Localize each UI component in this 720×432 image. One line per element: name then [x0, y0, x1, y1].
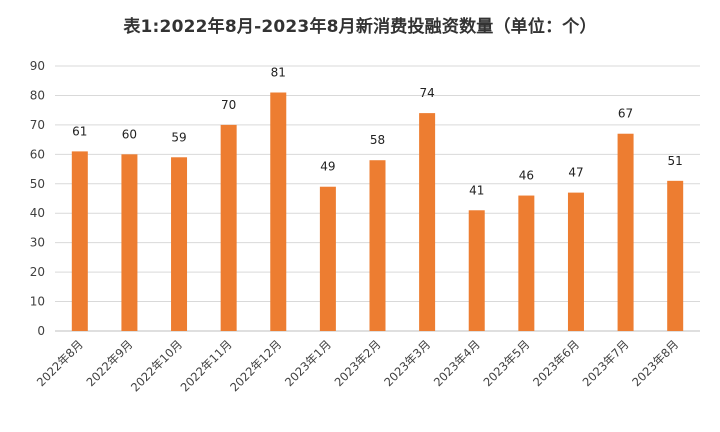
data-label: 74	[419, 86, 434, 100]
bar	[121, 154, 138, 331]
bar	[419, 113, 436, 331]
x-axis: 2022年8月2022年9月2022年10月2022年11月2022年12月20…	[34, 337, 681, 394]
data-labels: 61 60 59 70 81 49 58 74 41 46 47 67 51	[72, 66, 683, 198]
y-tick-label: 80	[30, 88, 45, 102]
data-label: 70	[221, 98, 236, 112]
bar	[617, 133, 634, 331]
x-tick-label: 2023年8月	[629, 337, 681, 389]
data-label: 81	[271, 66, 286, 80]
bar	[270, 92, 287, 331]
x-tick-label: 2022年10月	[128, 337, 185, 394]
data-label: 58	[370, 133, 385, 147]
y-axis: 0 10 20 30 40 50 60 70 80 90	[30, 59, 45, 338]
y-tick-label: 40	[30, 206, 45, 220]
x-tick-label: 2023年3月	[381, 337, 433, 389]
y-tick-label: 60	[30, 147, 45, 161]
x-tick-label: 2022年8月	[34, 337, 86, 389]
y-tick-label: 10	[30, 295, 45, 309]
data-label: 60	[122, 127, 137, 141]
y-tick-label: 90	[30, 59, 45, 73]
y-tick-label: 50	[30, 177, 45, 191]
bar	[667, 180, 684, 331]
data-label: 51	[668, 154, 683, 168]
x-tick-label: 2023年5月	[480, 337, 532, 389]
chart-title: 表1:2022年8月-2023年8月新消费投融资数量（单位：个）	[123, 17, 597, 37]
bar	[518, 195, 535, 331]
bar	[468, 210, 485, 331]
bar	[171, 157, 188, 331]
y-tick-label: 70	[30, 118, 45, 132]
x-tick-label: 2022年12月	[227, 337, 284, 394]
x-tick-label: 2023年1月	[282, 337, 334, 389]
data-label: 41	[469, 183, 484, 197]
bar	[567, 192, 584, 331]
y-tick-label: 20	[30, 265, 45, 279]
x-tick-label: 2023年7月	[580, 337, 632, 389]
y-tick-label: 0	[37, 324, 45, 338]
x-tick-label: 2023年2月	[332, 337, 384, 389]
data-label: 59	[171, 130, 186, 144]
x-tick-label: 2023年6月	[530, 337, 582, 389]
x-tick-label: 2023年4月	[431, 337, 483, 389]
bar	[71, 151, 88, 331]
bar	[220, 124, 237, 331]
bar	[369, 160, 386, 331]
x-tick-label: 2022年11月	[178, 337, 235, 394]
data-label: 47	[568, 166, 583, 180]
bar	[319, 186, 336, 331]
data-label: 61	[72, 124, 87, 138]
bars	[71, 92, 684, 331]
y-tick-label: 30	[30, 236, 45, 250]
data-label: 67	[618, 107, 633, 121]
data-label: 49	[320, 160, 335, 174]
data-label: 46	[519, 169, 534, 183]
x-tick-label: 2022年9月	[84, 337, 136, 389]
